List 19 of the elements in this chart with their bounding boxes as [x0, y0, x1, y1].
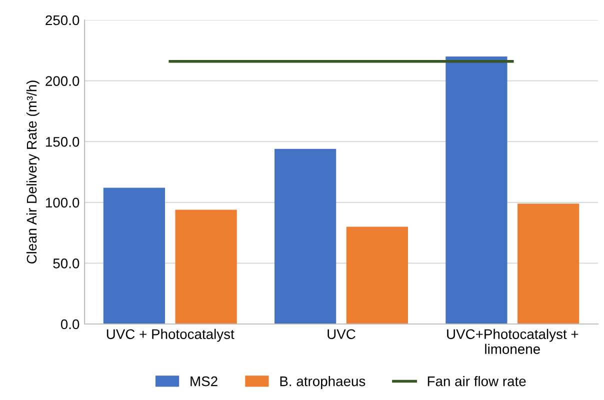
y-tick-label: 0.0 [60, 319, 80, 330]
y-tick-label: 100.0 [46, 198, 80, 208]
x-tick-label: UVC + Photocatalyst [106, 328, 234, 342]
bar [103, 188, 165, 324]
legend-label: B. atrophaeus [280, 376, 366, 389]
y-tick-label: 250.0 [46, 15, 80, 26]
bar [346, 226, 408, 324]
y-tick-label: 200.0 [46, 76, 80, 86]
y-tick-label: 50.0 [53, 258, 80, 268]
bar [274, 148, 336, 324]
legend-label: MS2 [190, 376, 218, 386]
legend-label: Fan air flow rate [428, 376, 526, 386]
bar [175, 210, 237, 324]
bar [446, 56, 508, 324]
bar [518, 204, 580, 324]
x-tick-label: UVC [328, 329, 356, 340]
y-axis-title: Clean Air Delivery Rate (m³/h) [26, 80, 40, 264]
y-tick-label: 150.0 [46, 136, 80, 147]
x-tick-label: UVC+Photocatalyst + limonene [447, 328, 578, 354]
